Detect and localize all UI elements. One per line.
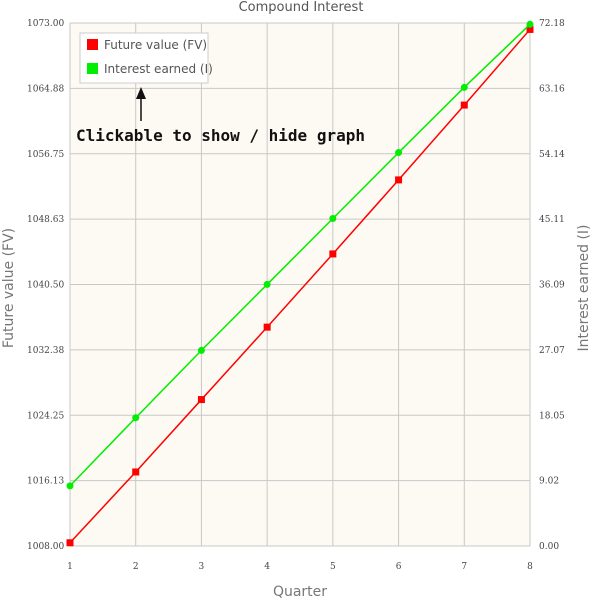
left-tick-label: 1024.25 [27, 411, 64, 421]
x-tick-label: 7 [461, 562, 467, 572]
x-tick-label: 5 [330, 562, 336, 572]
legend-box [79, 32, 209, 84]
x-axis-ticks: 1 2 3 4 5 6 7 8 [67, 562, 533, 572]
right-axis-title: Interest earned (I) [576, 225, 592, 352]
x-tick-label: 6 [396, 562, 402, 572]
x-axis-title: Quarter [273, 584, 327, 600]
data-point[interactable] [197, 346, 205, 354]
right-axis-ticks: 0.00 9.02 18.05 27.07 36.09 45.11 54.14 63.16 72… [539, 19, 565, 552]
legend-item-interest[interactable]: Interest earned (I) [87, 62, 213, 76]
data-point[interactable] [526, 25, 534, 33]
x-tick-label: 8 [527, 562, 533, 572]
left-tick-label: 1016.13 [27, 477, 64, 487]
right-tick-label: 18.05 [539, 411, 565, 421]
left-axis-title: Future value (FV) [1, 228, 17, 348]
data-point[interactable] [395, 176, 403, 184]
data-point[interactable] [263, 323, 271, 331]
left-tick-label: 1073.00 [27, 19, 64, 29]
grid-lines [69, 22, 531, 547]
x-tick-label: 2 [133, 562, 139, 572]
right-tick-label: 54.14 [539, 150, 565, 160]
left-tick-label: 1048.63 [27, 215, 64, 225]
left-tick-label: 1064.88 [27, 84, 64, 94]
right-tick-label: 27.07 [539, 346, 565, 356]
data-point[interactable] [197, 396, 205, 404]
left-tick-label: 1032.38 [27, 346, 64, 356]
right-tick-label: 9.02 [539, 477, 559, 487]
legend-label-interest[interactable]: Interest earned (I) [104, 62, 213, 76]
x-tick-label: 1 [67, 562, 73, 572]
data-point[interactable] [526, 20, 534, 28]
series-layer [66, 20, 534, 547]
data-point[interactable] [460, 83, 468, 91]
annotation-text: Clickable to show / hide graph [76, 126, 365, 145]
right-tick-label: 45.11 [539, 215, 565, 225]
data-point[interactable] [395, 149, 403, 157]
data-point[interactable] [132, 414, 140, 422]
data-point[interactable] [263, 280, 271, 288]
legend-label-fv[interactable]: Future value (FV) [104, 38, 207, 52]
x-tick-label: 3 [199, 562, 205, 572]
right-tick-label: 63.16 [539, 84, 565, 94]
legend-swatch-interest[interactable] [87, 63, 98, 74]
chart-title: Compound Interest [239, 0, 364, 15]
data-point[interactable] [66, 539, 74, 547]
data-point[interactable] [329, 214, 337, 222]
data-point[interactable] [132, 468, 140, 476]
legend-swatch-fv[interactable] [87, 39, 98, 50]
data-point[interactable] [66, 482, 74, 490]
left-axis-ticks: 1008.00 1016.13 1024.25 1032.38 1040.50 1048.… [27, 19, 64, 552]
legend: Future value (FV) Interest earned (I) [79, 32, 213, 84]
right-tick-label: 72.18 [539, 19, 565, 29]
left-tick-label: 1056.75 [27, 150, 64, 160]
data-point[interactable] [460, 101, 468, 109]
series-interest-earned[interactable] [66, 20, 534, 490]
data-point[interactable] [329, 250, 337, 258]
left-tick-label: 1040.50 [27, 281, 64, 291]
up-arrow-icon [136, 87, 146, 121]
right-tick-label: 0.00 [539, 542, 559, 552]
left-tick-label: 1008.00 [27, 542, 64, 552]
legend-item-fv[interactable]: Future value (FV) [87, 38, 207, 52]
series-line[interactable] [69, 23, 531, 487]
series-future-value[interactable] [66, 25, 534, 547]
right-tick-label: 36.09 [539, 281, 565, 291]
series-line[interactable] [69, 28, 531, 544]
x-tick-label: 4 [264, 562, 270, 572]
